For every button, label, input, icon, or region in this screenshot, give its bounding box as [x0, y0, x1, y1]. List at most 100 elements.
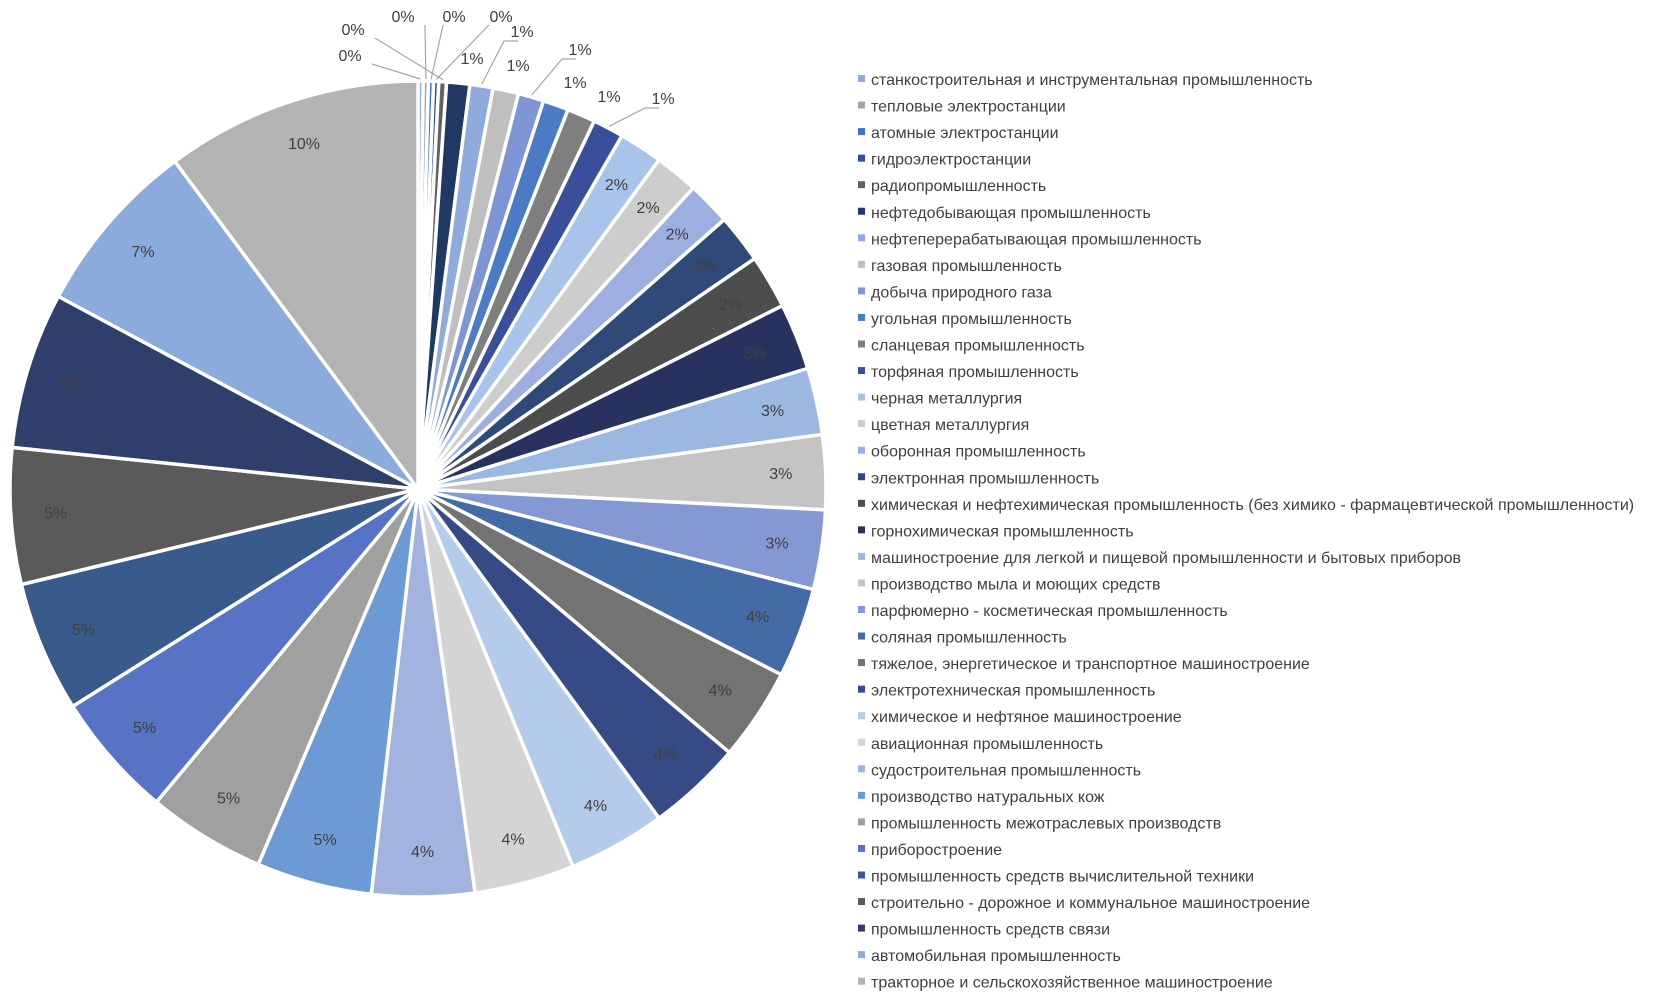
legend-swatch [858, 765, 865, 773]
data-label: 1% [568, 42, 591, 59]
legend-entry: сланцевая промышленность [871, 338, 1085, 355]
legend-swatch [858, 951, 865, 959]
data-labels: 0%0% 0% 0%0%1%1%1%1%1%1% 1%2%2%2%2%2%3%3%3%… [44, 9, 792, 861]
legend-entry: строительно - дорожное и коммунальное ма… [871, 895, 1310, 912]
legend-swatch [858, 101, 865, 109]
data-label: 4% [502, 831, 525, 848]
legend-entry: электротехническая промышленность [871, 683, 1155, 700]
legend-swatch [858, 473, 865, 481]
legend-entry: химическое и нефтяное машиностроение [871, 709, 1182, 726]
legend-entry: промышленность средств вычислительной те… [871, 869, 1254, 886]
data-label: 0% [442, 9, 465, 26]
legend-swatch [858, 260, 865, 268]
legend-swatch [858, 154, 865, 162]
pie-slice-32 [8, 445, 420, 587]
data-label: 1% [651, 91, 674, 108]
data-label: 1% [510, 24, 533, 41]
legend-swatch [858, 420, 865, 428]
legend-swatch [858, 791, 865, 799]
legend-entry: машиностроение для легкой и пищевой пром… [871, 550, 1461, 567]
legend-entry: производство натуральных кож [871, 789, 1105, 806]
legend-entry: угольная промышленность [871, 311, 1072, 328]
legend-entry: добыча природного газа [871, 284, 1052, 301]
data-label: 5% [314, 832, 337, 849]
data-label: 3% [765, 535, 788, 552]
leader-line [371, 63, 421, 80]
data-label: 4% [709, 682, 732, 699]
pie-slice-35 [173, 79, 420, 491]
legend-swatch [858, 871, 865, 879]
legend-entry: атомные электростанции [871, 125, 1059, 142]
legend-entry: торфяная промышленность [871, 364, 1079, 381]
legend-entry: станкостроительная и инструментальная пр… [871, 72, 1313, 89]
legend-swatch [858, 977, 865, 985]
data-label: 0% [341, 22, 364, 39]
legend-entry: тяжелое, энергетическое и транспортное м… [871, 656, 1310, 673]
data-label: 7% [132, 244, 155, 261]
legend-swatch [858, 367, 865, 375]
pie-slice-33 [10, 294, 420, 491]
legend-swatch [858, 393, 865, 401]
legend-swatch [858, 446, 865, 454]
legend-swatch [858, 844, 865, 852]
legend-entry: химическая и нефтехимическая промышленно… [871, 497, 1634, 514]
legend-entry: приборостроение [871, 842, 1002, 859]
legend-swatch [858, 526, 865, 534]
legend-swatch [858, 712, 865, 720]
pie-slices [8, 79, 828, 899]
data-label: 4% [746, 609, 769, 626]
legend-entry: промышленность межотраслевых производств [871, 815, 1221, 832]
leader-line [424, 24, 427, 80]
legend-swatch [858, 738, 865, 746]
data-label: 1% [563, 75, 586, 92]
legend-entry: нефтеперерабатывающая промышленность [871, 231, 1202, 248]
legend-entry: тепловые электростанции [871, 99, 1066, 116]
legend-entry: тракторное и сельскохозяйственное машино… [871, 975, 1273, 992]
legend-swatch [858, 128, 865, 136]
leader-line [374, 37, 444, 81]
data-label: 5% [217, 791, 240, 808]
legend-entry: гидроэлектростанции [871, 152, 1031, 169]
legend-swatch [858, 340, 865, 348]
legend-entry: оборонная промышленность [871, 444, 1086, 461]
legend-swatch [858, 898, 865, 906]
legend-entry: цветная металлургия [871, 417, 1029, 434]
legend-entry: горнохимическая промышленность [871, 523, 1134, 540]
legend-entry: промышленность средств связи [871, 922, 1110, 939]
data-label: 6% [59, 375, 82, 392]
legend-entry: газовая промышленность [871, 258, 1062, 275]
data-label: 1% [506, 58, 529, 75]
leader-line [430, 24, 444, 80]
data-label: 1% [597, 89, 620, 106]
legend-swatch [858, 207, 865, 215]
data-label: 0% [338, 48, 361, 65]
legend-swatch [858, 685, 865, 693]
leader-line [531, 58, 576, 96]
leader-line [435, 24, 490, 80]
legend-swatch [858, 552, 865, 560]
legend-swatch [858, 924, 865, 932]
data-label: 3% [769, 466, 792, 483]
data-label: 2% [637, 200, 660, 217]
legend-swatch [858, 313, 865, 321]
legend-entry: электронная промышленность [871, 470, 1099, 487]
data-label: 4% [654, 747, 677, 764]
legend-entry: производство мыла и моющих средств [871, 576, 1161, 593]
legend-swatch [858, 287, 865, 295]
legend-swatch [858, 75, 865, 82]
legend: станкостроительная и инструментальная пр… [858, 72, 1634, 992]
pie-slice-34 [56, 159, 420, 491]
legend-swatch [858, 606, 865, 613]
leader-line [481, 40, 518, 85]
legend-entry: парфюмерно - косметическая промышленност… [871, 603, 1228, 620]
data-label: 1% [460, 51, 483, 68]
data-label: 0% [489, 9, 512, 26]
data-label: 5% [44, 505, 67, 522]
legend-swatch [858, 181, 865, 189]
data-label: 10% [288, 136, 320, 153]
leader-line [608, 107, 659, 127]
data-label: 0% [391, 9, 414, 26]
legend-entry: авиационная промышленность [871, 736, 1103, 753]
legend-swatch [858, 579, 865, 587]
data-label: 4% [584, 798, 607, 815]
